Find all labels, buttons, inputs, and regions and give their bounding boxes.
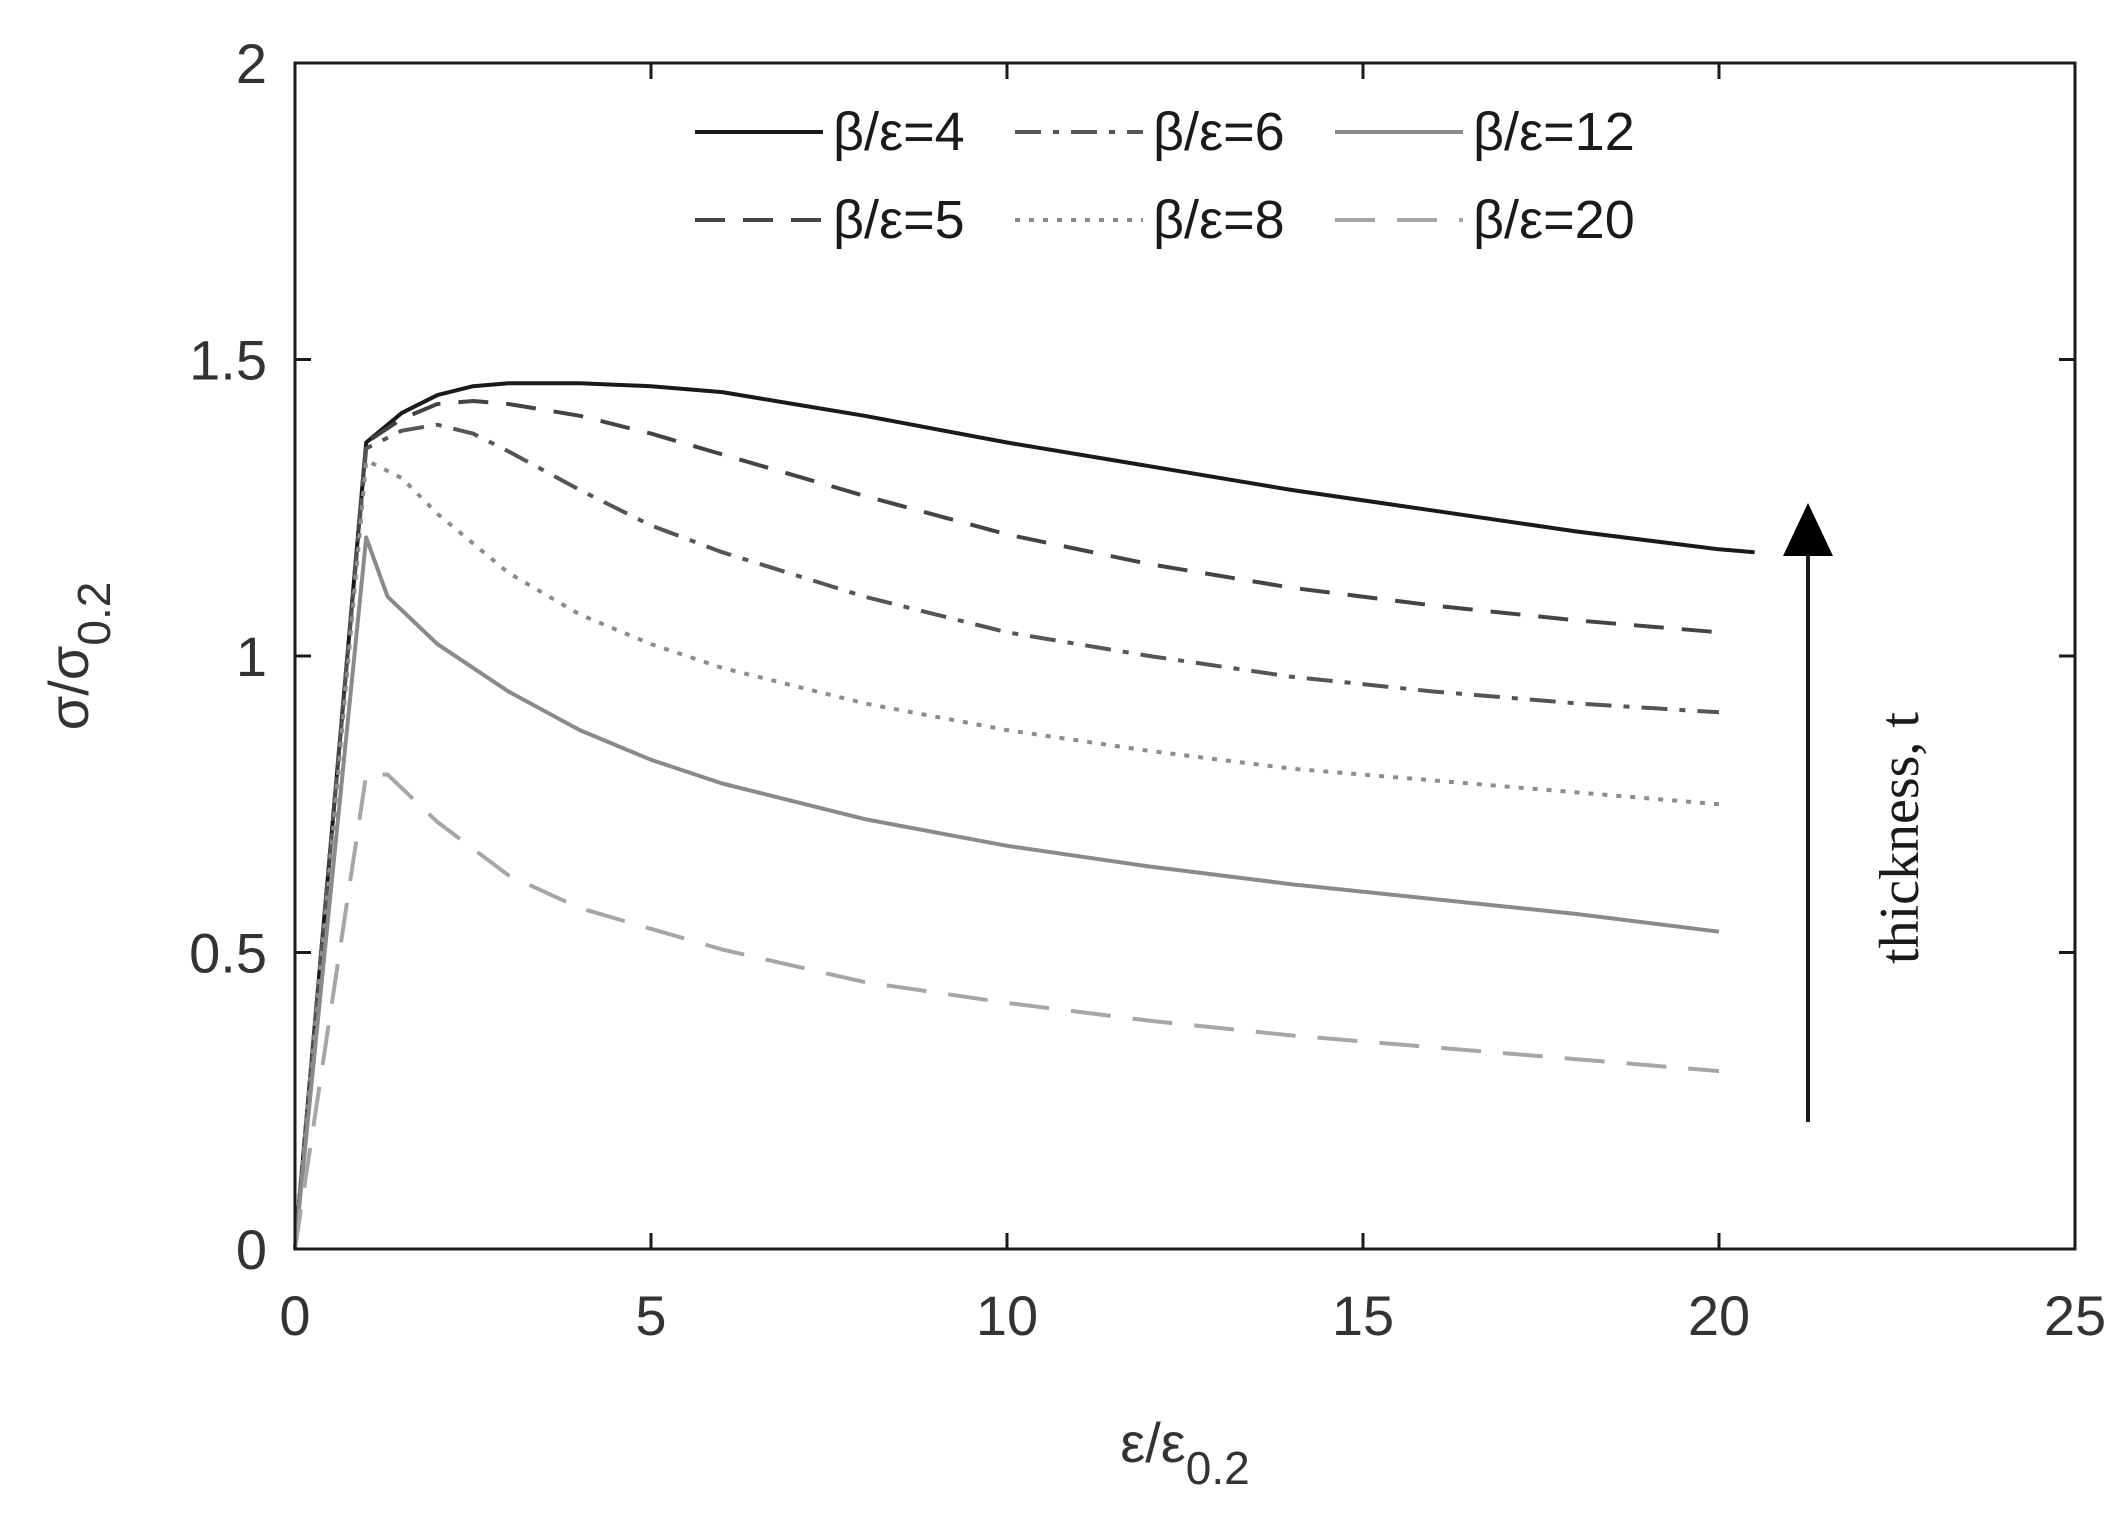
series-line-1 (293, 381, 1755, 1250)
x-axis-label: ε/ε0.2 (1120, 1411, 1249, 1494)
y-axis-label-sub: 0.2 (68, 582, 120, 646)
x-tick-label: 25 (2044, 1284, 2106, 1347)
tick-layer: 0 5 10 15 20 25 0 0.5 1 1.5 2 (189, 32, 2106, 1347)
x-tick-label: 0 (279, 1284, 310, 1347)
y-tick-label: 0 (236, 1218, 267, 1281)
series-line-2 (293, 399, 1720, 1250)
series-layer (293, 381, 1755, 1250)
y-tick-label: 1.5 (189, 329, 267, 392)
legend-label-2: β/ε=5 (833, 190, 965, 250)
legend-label-5: β/ε=12 (1473, 102, 1635, 162)
x-tick-label: 15 (1332, 1284, 1394, 1347)
series-line-5 (293, 535, 1720, 1250)
x-axis-label-main: ε/ε (1120, 1411, 1186, 1474)
y-tick-label: 0.5 (189, 922, 267, 985)
thickness-arrow-head (1783, 503, 1833, 556)
legend-label-1: β/ε=4 (833, 102, 965, 162)
y-tick-label: 2 (236, 32, 267, 95)
legend-label-6: β/ε=20 (1473, 190, 1635, 250)
plot-area (295, 63, 2075, 1249)
x-tick-label: 10 (976, 1284, 1038, 1347)
x-tick-label: 20 (1688, 1284, 1750, 1347)
x-tick-label: 5 (635, 1284, 666, 1347)
thickness-annotation: thickness, t (1869, 712, 1931, 964)
legend-label-3: β/ε=6 (1153, 102, 1285, 162)
y-axis-label-main: σ/σ (37, 646, 100, 731)
legend: β/ε=4 β/ε=5 β/ε=6 β/ε=8 β/ε=12 β/ε=20 (695, 102, 1635, 250)
y-tick-label: 1 (236, 625, 267, 688)
y-axis-label: σ/σ0.2 (37, 582, 120, 731)
legend-label-4: β/ε=8 (1153, 190, 1285, 250)
x-axis-label-sub: 0.2 (1186, 1442, 1250, 1494)
